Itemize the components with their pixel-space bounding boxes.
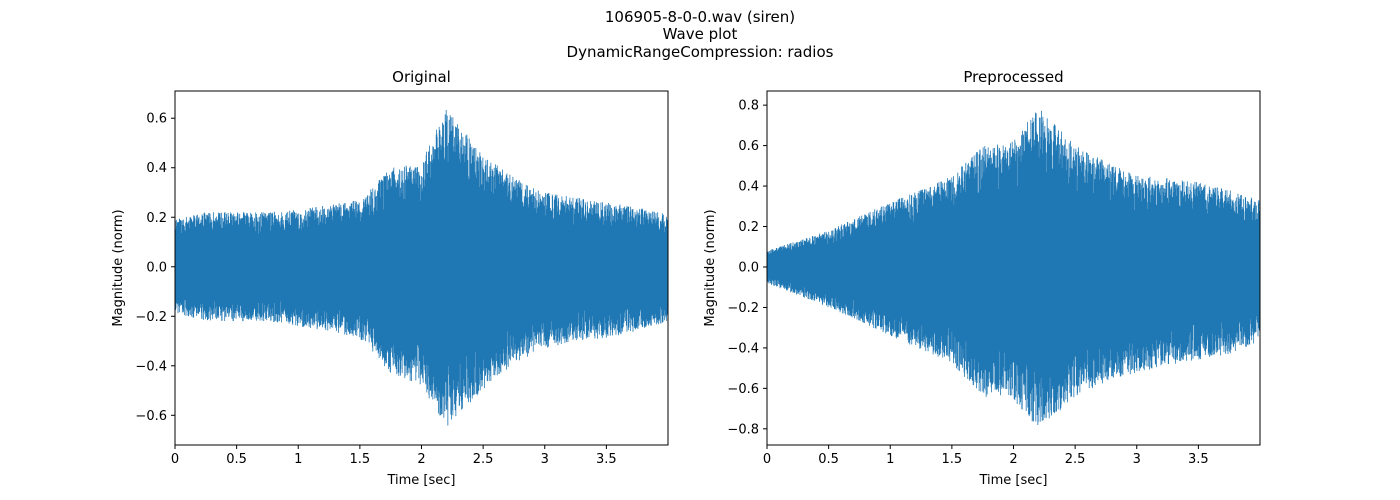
waveform-core [767,187,1260,348]
subplot-title: Preprocessed [963,68,1063,86]
subplot-original: Original 0 0.5 1 1.5 2 2.5 3 3.5 −0.6 −0.4 −0.2 0.0 0… [111,68,669,488]
x-tick-label: 0 [763,452,771,467]
x-axis-label: Time [sec] [978,473,1047,488]
x-tick-label: 0.5 [226,452,247,467]
y-tick-label: 0.4 [146,161,167,176]
suptitle-line-1: 106905-8-0-0.wav (siren) [605,8,795,26]
y-tick-label: 0.8 [738,99,759,114]
x-tick-label: 0.5 [818,452,839,467]
x-axis-label: Time [sec] [386,473,455,488]
x-tick-label: 1 [294,452,302,467]
x-tick-label: 2.5 [473,452,494,467]
x-tick-label: 3 [541,452,549,467]
waveform-core [175,187,668,348]
y-tick-label: 0.6 [738,139,759,154]
y-tick-label: −0.6 [727,382,759,397]
x-tick-label: 3 [1133,452,1141,467]
x-tick-label: 0 [171,452,179,467]
y-tick-label: 0.4 [738,180,759,195]
y-axis-label: Magnitude (norm) [703,209,718,326]
subplot-preprocessed: Preprocessed 0 0.5 1 1.5 2 2.5 3 3.5 −0.8 −0.6 −0.4… [703,68,1261,488]
suptitle-line-3: DynamicRangeCompression: radios [567,43,834,61]
y-tick-label: −0.4 [727,341,759,356]
x-tick-label: 3.5 [1188,452,1209,467]
y-tick-label: −0.2 [727,301,759,316]
y-tick-label: 0.0 [738,260,759,275]
y-tick-label: 0.2 [146,211,167,226]
x-tick-label: 1.5 [942,452,963,467]
y-tick-label: −0.6 [135,409,167,424]
x-tick-label: 1.5 [350,452,371,467]
x-tick-label: 2.5 [1065,452,1086,467]
x-tick-label: 2 [1009,452,1017,467]
x-tick-label: 2 [417,452,425,467]
y-tick-label: −0.4 [135,359,167,374]
suptitle-line-2: Wave plot [663,25,738,43]
y-tick-label: 0.0 [146,260,167,275]
y-tick-label: 0.6 [146,112,167,127]
x-tick-label: 1 [886,452,894,467]
x-tick-label: 3.5 [596,452,617,467]
subplot-title: Original [392,68,451,86]
y-tick-label: −0.8 [727,422,759,437]
y-axis-label: Magnitude (norm) [111,209,126,326]
y-tick-label: −0.2 [135,310,167,325]
y-tick-label: 0.2 [738,220,759,235]
